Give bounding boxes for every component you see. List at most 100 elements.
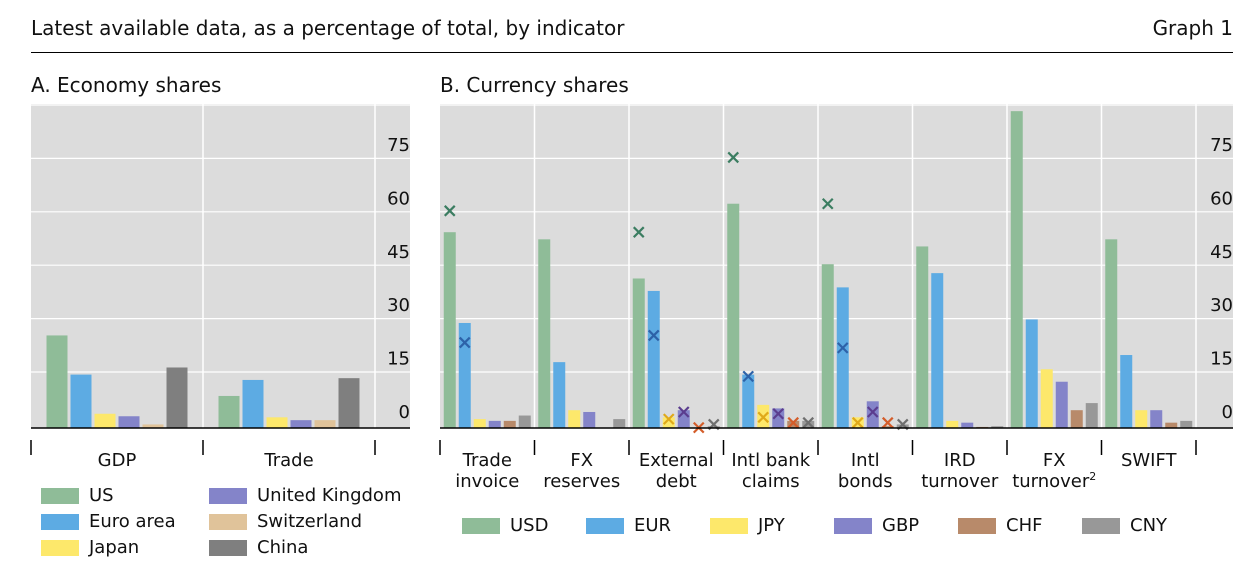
bar-cny bbox=[707, 426, 720, 428]
legend-label: CHF bbox=[1006, 515, 1043, 536]
graph-label: Graph 1 bbox=[1152, 16, 1233, 40]
legend-swatch bbox=[41, 487, 79, 504]
panel-b-y-tick-label: 30 bbox=[1210, 295, 1233, 316]
legend-label: CNY bbox=[1130, 515, 1168, 536]
marker-chf bbox=[787, 416, 800, 429]
bar-china bbox=[166, 367, 188, 428]
bar-usd bbox=[727, 203, 740, 428]
legend-item-japan: Japan bbox=[41, 537, 139, 558]
legend-item-chf: CHF bbox=[958, 515, 1042, 536]
chart-subtitle: Latest available data, as a percentage o… bbox=[31, 16, 625, 40]
category-label: claims bbox=[742, 471, 800, 492]
legend-label: United Kingdom bbox=[257, 485, 402, 506]
marker-usd bbox=[443, 205, 456, 217]
legend-label: USD bbox=[510, 515, 549, 536]
bar-jpy bbox=[1040, 369, 1053, 428]
legend-label: EUR bbox=[634, 515, 672, 536]
bar-united-kingdom bbox=[118, 416, 140, 428]
bar-japan bbox=[94, 413, 116, 428]
panel-b-y-tick-label: 45 bbox=[1210, 242, 1233, 263]
bar-usd bbox=[821, 264, 834, 428]
category-label: SWIFT bbox=[1121, 450, 1178, 471]
bar-japan bbox=[266, 417, 288, 428]
marker-jpy bbox=[662, 413, 675, 425]
bar-eur bbox=[1025, 319, 1038, 428]
panel-a-y-tick-label: 45 bbox=[387, 242, 410, 263]
legend-label: Japan bbox=[89, 537, 140, 558]
bar-cny bbox=[1085, 403, 1098, 428]
bar-gbp bbox=[961, 422, 974, 428]
bar-gbp bbox=[488, 420, 501, 428]
bar-chf bbox=[1070, 410, 1083, 428]
bar-eur bbox=[836, 287, 849, 428]
legend-label: GBP bbox=[882, 515, 920, 536]
bar-usd bbox=[538, 239, 551, 428]
legend-item-jpy: JPY bbox=[710, 515, 785, 536]
legend-item-euro-area: Euro area bbox=[41, 511, 176, 532]
bar-euro-area bbox=[70, 374, 92, 428]
bar-jpy bbox=[568, 410, 581, 428]
bar-euro-area bbox=[242, 379, 264, 428]
legend-swatch bbox=[41, 539, 79, 556]
category-label: FX bbox=[570, 450, 593, 471]
marker-jpy bbox=[757, 411, 770, 424]
bar-cny bbox=[802, 420, 815, 428]
bar-eur bbox=[931, 273, 944, 428]
marker-eur bbox=[742, 370, 755, 383]
marker-usd bbox=[632, 226, 645, 238]
panel-b-y-tick-label: 0 bbox=[1222, 402, 1233, 423]
panel-a-y-tick-label: 30 bbox=[387, 295, 410, 316]
panel-b-y-tick-label: 75 bbox=[1210, 135, 1233, 156]
legend-swatch bbox=[209, 513, 247, 530]
legend-swatch bbox=[834, 517, 872, 534]
bar-usd bbox=[443, 232, 456, 428]
legend-item-cny: CNY bbox=[1082, 515, 1167, 536]
category-label: Trade bbox=[263, 450, 313, 471]
legend-label: China bbox=[257, 537, 309, 558]
marker-usd bbox=[821, 197, 834, 210]
bar-jpy bbox=[662, 417, 675, 428]
bar-usd bbox=[1105, 239, 1118, 428]
category-label: External bbox=[639, 450, 714, 471]
category-label: GDP bbox=[98, 450, 137, 471]
panel-a-y-tick-label: 0 bbox=[399, 402, 410, 423]
legend-label: JPY bbox=[758, 515, 785, 536]
panel-a-y-tick-label: 60 bbox=[387, 188, 410, 209]
bar-chf bbox=[787, 420, 800, 428]
bar-usd bbox=[632, 278, 645, 428]
category-label: bonds bbox=[838, 471, 893, 492]
bar-jpy bbox=[946, 420, 959, 428]
bar-gbp bbox=[583, 411, 596, 428]
legend-swatch bbox=[586, 517, 624, 534]
legend-item-united-kingdom: United Kingdom bbox=[209, 485, 401, 506]
category-label: Trade bbox=[462, 450, 512, 471]
panel-b-y-tick-label: 15 bbox=[1210, 349, 1233, 370]
category-label: invoice bbox=[455, 471, 519, 492]
marker-gbp bbox=[866, 406, 879, 418]
bar-chf bbox=[881, 426, 894, 428]
marker-eur bbox=[647, 329, 660, 342]
bar-china bbox=[338, 378, 360, 428]
bar-switzerland bbox=[142, 424, 164, 428]
legend-label: US bbox=[89, 485, 114, 506]
legend-swatch bbox=[710, 517, 748, 534]
bar-united-kingdom bbox=[290, 420, 312, 428]
bar-eur bbox=[742, 374, 755, 428]
marker-eur bbox=[836, 342, 849, 354]
footnote-mark: 2 bbox=[1089, 470, 1096, 483]
panel-a-title: A. Economy shares bbox=[31, 73, 222, 97]
bar-eur bbox=[458, 322, 471, 428]
bar-us bbox=[46, 335, 68, 428]
category-label: Intl bbox=[851, 450, 880, 471]
legend-item-switzerland: Switzerland bbox=[209, 511, 362, 532]
panel-b-y-tick-label: 60 bbox=[1210, 188, 1233, 209]
category-label: turnover bbox=[921, 471, 999, 492]
bar-cny bbox=[518, 415, 531, 428]
bar-cny bbox=[1180, 420, 1193, 428]
marker-jpy bbox=[851, 416, 864, 429]
marker-usd bbox=[727, 151, 740, 164]
marker-chf bbox=[881, 416, 894, 429]
category-label: Intl bank bbox=[731, 450, 810, 471]
legend-item-us: US bbox=[41, 485, 114, 506]
